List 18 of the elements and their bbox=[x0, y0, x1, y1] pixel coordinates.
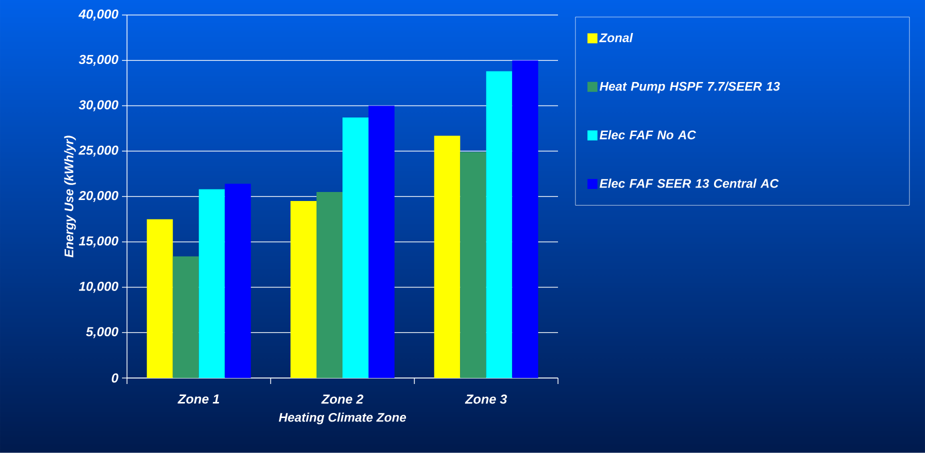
legend-label: Elec FAF No AC bbox=[600, 130, 696, 140]
x-tick-label: Zone 1 bbox=[178, 394, 220, 404]
x-axis-title: Heating Climate Zone bbox=[278, 412, 406, 424]
y-tick-label: 25,000 bbox=[78, 146, 118, 157]
legend-label: Elec FAF SEER 13 Central AC bbox=[600, 178, 779, 188]
y-tick-label: 5,000 bbox=[86, 327, 118, 338]
y-tick-label: 20,000 bbox=[78, 190, 118, 202]
y-tick-label: 0 bbox=[112, 373, 118, 383]
y-tick-label: 35,000 bbox=[78, 54, 118, 66]
legend-label: Zonal bbox=[599, 33, 633, 42]
y-axis-title: Energy Use (kWh/yr) bbox=[64, 136, 76, 258]
legend-label: Heat Pump HSPF 7.7/SEER 13 bbox=[600, 82, 780, 94]
y-tick-label: 40,000 bbox=[78, 9, 118, 21]
y-tick-label: 15,000 bbox=[78, 236, 118, 248]
y-tick-label: 10,000 bbox=[78, 282, 118, 293]
x-tick-label: Zone 3 bbox=[464, 394, 507, 404]
x-tick-label: Zone 2 bbox=[321, 394, 364, 404]
y-tick-label: 30,000 bbox=[78, 100, 118, 112]
